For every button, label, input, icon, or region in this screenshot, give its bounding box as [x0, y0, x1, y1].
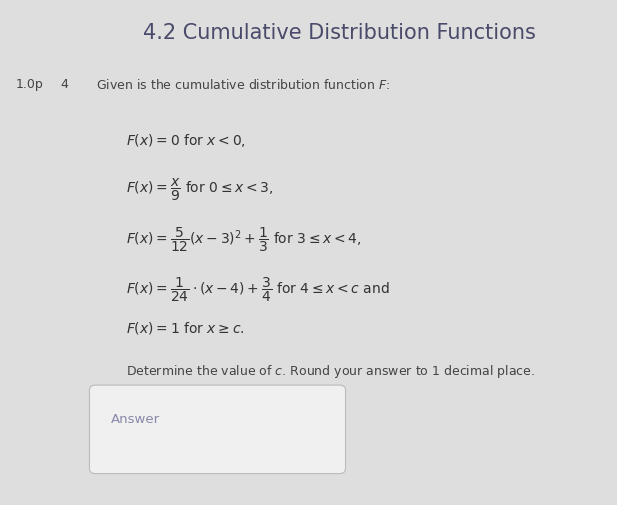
Text: $F(x) = 1$ for $x \geq c$.: $F(x) = 1$ for $x \geq c$. — [126, 319, 245, 335]
Text: $F(x) = \dfrac{1}{24} \cdot (x-4) + \dfrac{3}{4}$ for $4 \leq x < c$ and: $F(x) = \dfrac{1}{24} \cdot (x-4) + \dfr… — [126, 275, 390, 304]
Text: 4: 4 — [60, 78, 68, 91]
Text: $F(x) = \dfrac{x}{9}$ for $0 \leq x < 3$,: $F(x) = \dfrac{x}{9}$ for $0 \leq x < 3$… — [126, 177, 274, 203]
Text: Answer: Answer — [111, 412, 160, 425]
Text: 4.2 Cumulative Distribution Functions: 4.2 Cumulative Distribution Functions — [143, 23, 536, 43]
FancyBboxPatch shape — [89, 385, 346, 474]
Text: Given is the cumulative distribution function $F$:: Given is the cumulative distribution fun… — [96, 78, 390, 92]
Text: 1.0p: 1.0p — [15, 78, 43, 91]
Text: Determine the value of $c$. Round your answer to 1 decimal place.: Determine the value of $c$. Round your a… — [126, 363, 536, 380]
Text: $F(x) = 0$ for $x < 0$,: $F(x) = 0$ for $x < 0$, — [126, 131, 246, 148]
Text: $F(x) = \dfrac{5}{12}(x-3)^2 + \dfrac{1}{3}$ for $3 \leq x < 4$,: $F(x) = \dfrac{5}{12}(x-3)^2 + \dfrac{1}… — [126, 225, 362, 253]
